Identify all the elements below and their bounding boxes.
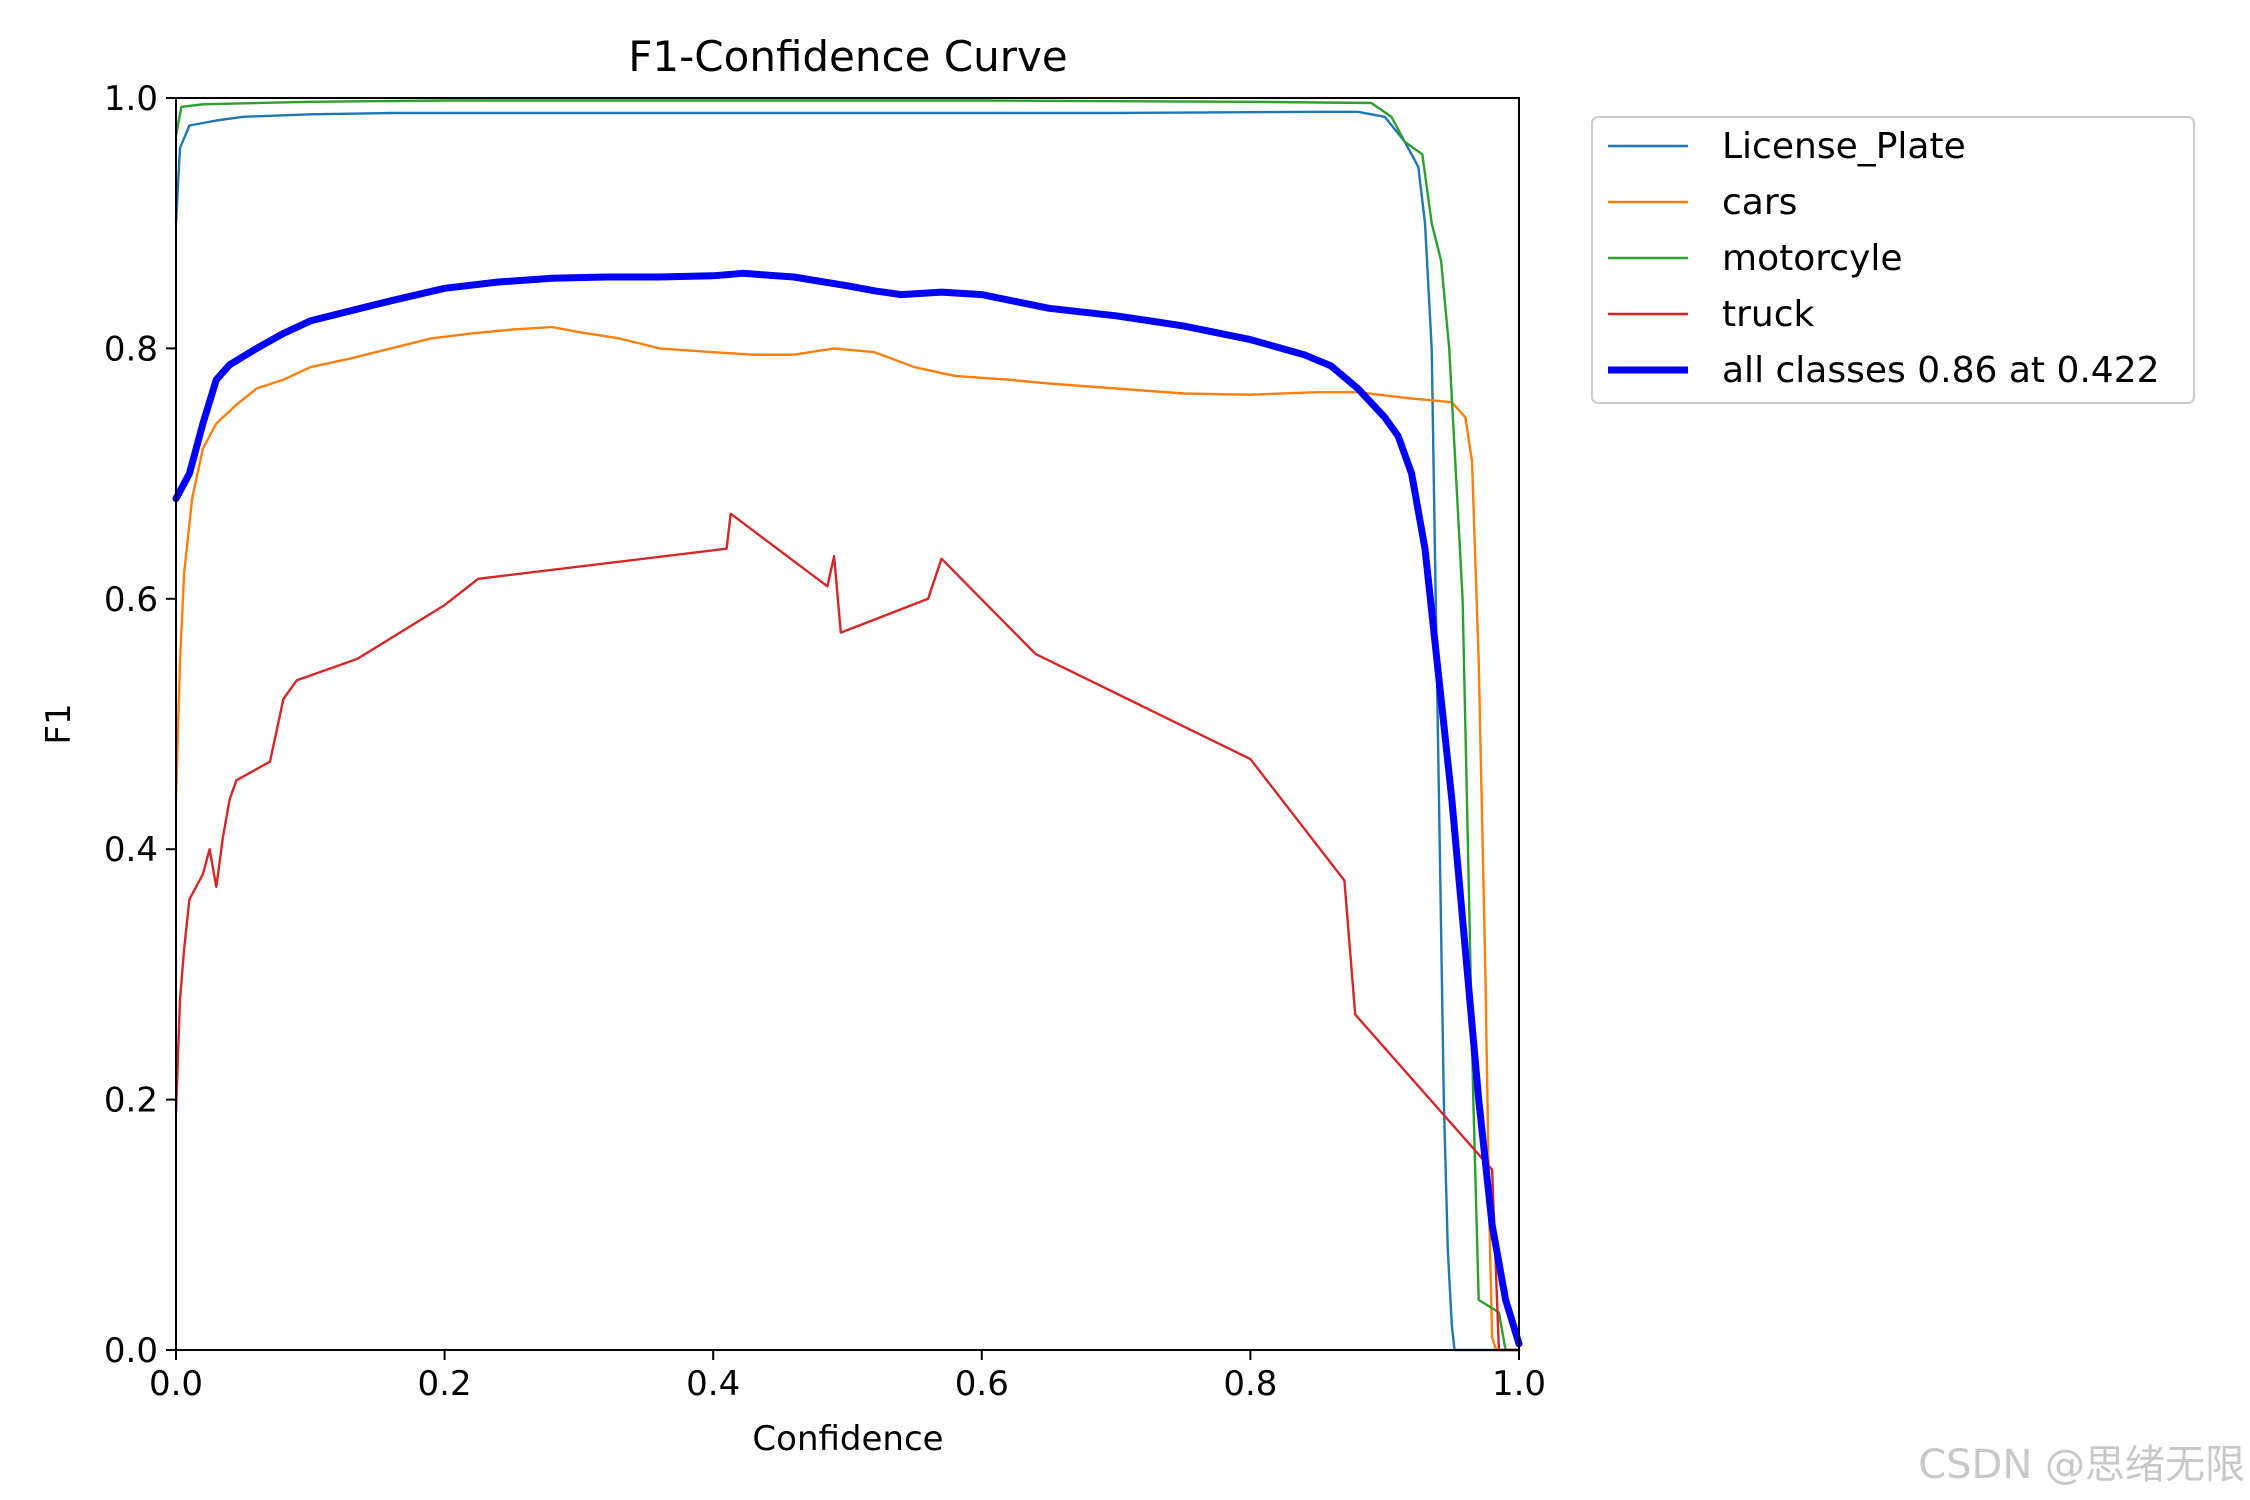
x-axis-label: Confidence [752,1419,943,1459]
series-line-motorcyle [174,99,1521,1352]
series-line-truck [174,512,1521,1352]
y-tick-label: 0.2 [104,1081,158,1121]
series-layer [172,99,1523,1352]
x-tick-label: 0.8 [1223,1364,1277,1404]
series-line-license-plate [174,110,1521,1352]
series-line-all-classes-0-86-at-0-422 [172,269,1523,1348]
legend-label-all-classes-0-86-at-0-422: all classes 0.86 at 0.422 [1722,350,2160,391]
y-tick-label: 0.4 [104,830,158,870]
legend-label-truck: truck [1722,294,1815,335]
series-line-cars [174,325,1521,1352]
y-tick-label: 0.8 [104,329,158,369]
y-tick-label: 1.0 [104,79,158,119]
legend-label-motorcyle: motorcyle [1722,238,1903,279]
y-axis-label: F1 [39,703,79,744]
plot-area [176,98,1519,1350]
legend-frame [1591,116,2195,404]
x-tick-label: 1.0 [1492,1364,1546,1404]
y-tick-label: 0.6 [104,580,158,620]
x-tick-label: 0.6 [955,1364,1009,1404]
y-axis: 0.0 0.2 0.4 0.6 0.8 1.0 [104,79,176,1371]
plot-frame [175,97,1520,1351]
watermark: CSDN @思绪无限 [1918,1442,2245,1488]
legend-label-cars: cars [1722,182,1797,223]
chart-title: F1-Confidence Curve [628,32,1067,81]
y-tick-label: 0.0 [104,1331,158,1371]
x-tick-label: 0.0 [149,1364,203,1404]
x-tick-label: 0.2 [418,1364,472,1404]
x-tick-label: 0.4 [686,1364,740,1404]
x-axis: 0.0 0.2 0.4 0.6 0.8 1.0 [149,1350,1546,1404]
legend-label-license-plate: License_Plate [1722,126,1966,167]
